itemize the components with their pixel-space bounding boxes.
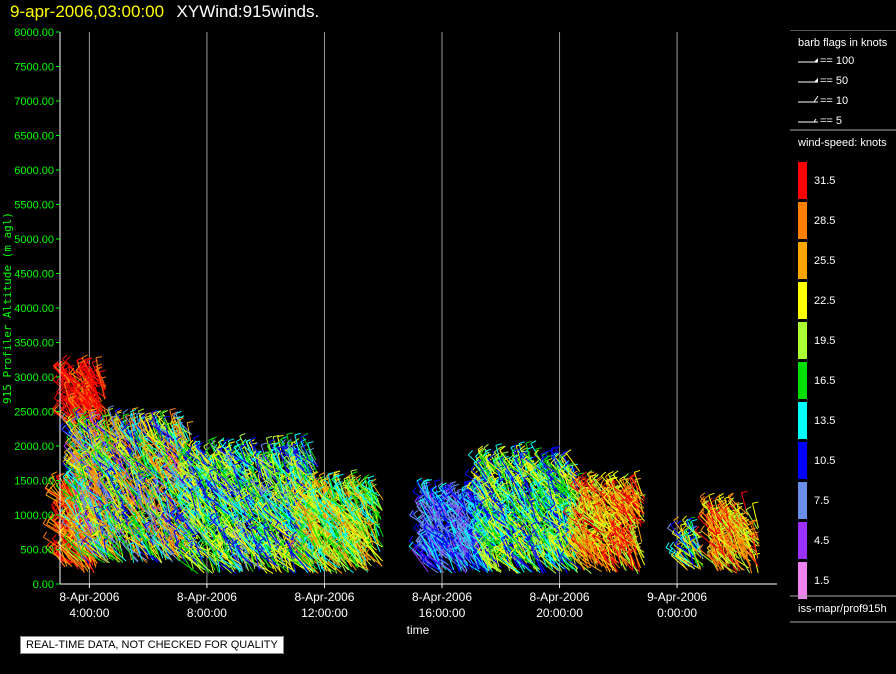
plot-title: 9-apr-2006,03:00:00 XYWind:915winds. [10,2,319,24]
wind-barb-305 [62,354,81,379]
wind-barb-337 [84,357,92,380]
wind-barb-chart: 0.00500.001000.001500.002000.002500.0030… [1,27,777,637]
title-time: 9-apr-2006,03:00:00 [10,2,165,21]
wind-barbs [42,354,760,574]
wind-barb-97 [45,482,65,500]
title-product: XYWind:915winds. [176,2,320,21]
wind-barb-4935 [636,518,643,543]
wind-barb-779 [186,421,194,443]
wind-barb-226 [51,534,67,553]
wind-barb-119 [51,471,64,498]
wind-barb-338 [88,368,107,386]
wind-barb-177 [42,531,66,553]
